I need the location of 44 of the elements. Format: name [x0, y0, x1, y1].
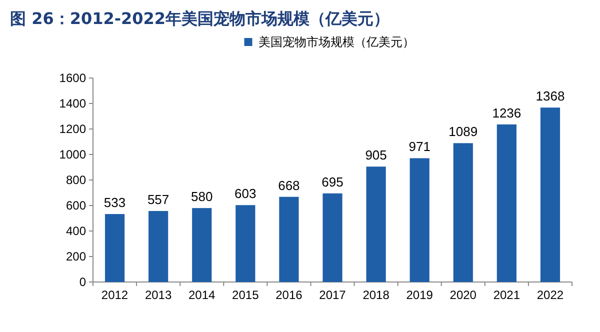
data-label: 905 [365, 148, 387, 163]
bar [236, 205, 256, 282]
x-tick-label: 2013 [144, 288, 172, 302]
data-label: 971 [408, 139, 430, 154]
x-tick-label: 2019 [406, 288, 434, 302]
bar [366, 166, 386, 282]
data-label: 557 [147, 192, 170, 207]
x-tick-label: 2022 [536, 288, 564, 302]
y-tick-label: 800 [66, 173, 86, 187]
legend-label: 美国宠物市场规模（亿美元） [258, 35, 414, 49]
x-tick-label: 2014 [188, 288, 216, 302]
x-tick-label: 2020 [450, 288, 477, 302]
data-label: 1368 [536, 88, 565, 104]
data-label: 1089 [448, 124, 478, 140]
bar [496, 124, 516, 282]
x-tick-label: 2018 [362, 288, 390, 302]
x-tick-label: 2016 [276, 288, 303, 302]
y-tick-label: 1000 [59, 148, 86, 162]
bar [148, 210, 168, 282]
data-label: 533 [104, 195, 126, 210]
y-tick-label: 200 [66, 250, 86, 264]
data-label: 668 [278, 178, 300, 193]
y-tick-label: 400 [66, 224, 86, 238]
data-label: 603 [234, 186, 256, 202]
x-tick-label: 2017 [319, 288, 346, 302]
x-tick-label: 2021 [493, 288, 520, 302]
data-label: 1236 [492, 105, 522, 120]
data-label: 580 [191, 189, 213, 204]
x-tick-label: 2015 [232, 288, 260, 302]
bar [104, 214, 125, 282]
bar [192, 208, 212, 282]
y-tick-label: 1200 [59, 122, 86, 136]
y-tick-label: 1600 [59, 71, 86, 85]
bar [453, 143, 473, 282]
y-tick-label: 0 [79, 275, 86, 289]
bar [410, 158, 430, 282]
bar [279, 196, 299, 282]
y-tick-label: 600 [66, 198, 86, 212]
chart-title: 图 26：2012-2022年美国宠物市场规模（亿美元） [10, 9, 390, 28]
y-tick-label: 1400 [59, 96, 86, 110]
bar [322, 193, 342, 282]
bar [540, 108, 560, 282]
data-label: 695 [322, 174, 344, 190]
x-tick-label: 2012 [101, 288, 128, 302]
